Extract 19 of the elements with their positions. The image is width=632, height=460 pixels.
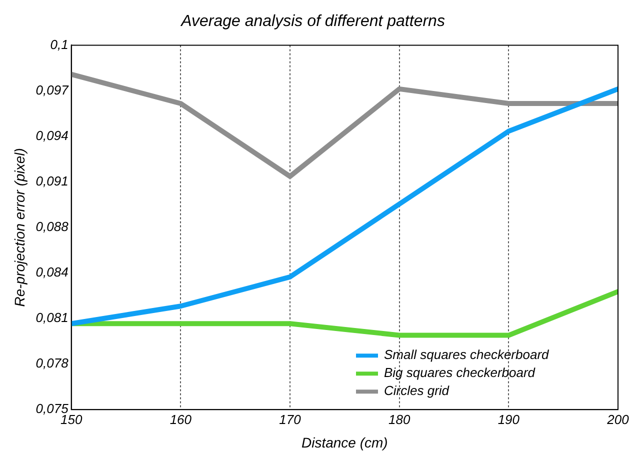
y-tick-label: 0,097: [36, 82, 70, 98]
y-tick-label: 0,081: [36, 310, 68, 326]
x-tick-label: 180: [388, 412, 411, 428]
y-tick-label: 0,091: [36, 173, 68, 188]
legend-label: Small squares checkerboard: [384, 347, 550, 362]
y-tick-label: 0,084: [36, 264, 68, 280]
x-tick-label: 170: [279, 412, 302, 428]
y-tick-label: 0,078: [36, 356, 70, 371]
x-tick-label: 200: [606, 412, 630, 428]
legend-label: Circles grid: [384, 383, 450, 398]
y-tick-label: 0,094: [36, 128, 68, 143]
y-tick-label: 0,1: [50, 36, 68, 52]
legend-label: Big squares checkerboard: [384, 365, 536, 380]
y-axis-title: Re-projection error (pixel): [11, 148, 28, 307]
y-tick-label: 0,088: [36, 219, 70, 234]
x-tick-label: 160: [170, 412, 192, 428]
x-axis-title: Distance (cm): [301, 434, 388, 450]
x-tick-label: 190: [498, 412, 520, 428]
chart-title: Average analysis of different patterns: [180, 13, 445, 30]
